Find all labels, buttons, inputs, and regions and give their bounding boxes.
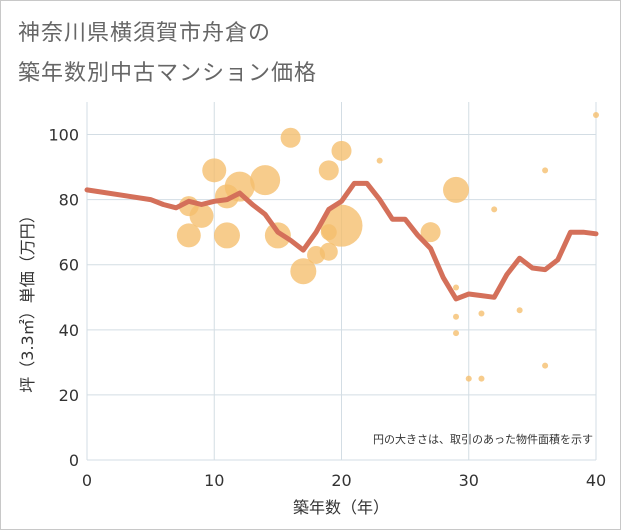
scatter-series: [176, 112, 599, 382]
scatter-point: [453, 284, 460, 291]
scatter-point: [453, 313, 460, 320]
scatter-point: [202, 158, 227, 183]
average-price-line: [84, 180, 599, 302]
x-tick-labels: 0 10 20 30 40: [82, 471, 606, 490]
scatter-point: [320, 204, 363, 247]
y-tick-label: 20: [59, 386, 79, 405]
scatter-point: [478, 375, 485, 382]
scatter-point: [478, 310, 485, 317]
scatter-point: [516, 307, 523, 314]
scatter-point: [491, 206, 498, 213]
grid-lines: [86, 102, 597, 461]
scatter-point: [465, 375, 472, 382]
scatter-point: [318, 160, 339, 181]
size-note: 円の大きさは、取引のあった物件面積を示す: [373, 432, 593, 446]
scatter-point: [290, 258, 317, 285]
scatter-point: [420, 222, 441, 243]
x-tick-label: 30: [459, 471, 479, 490]
scatter-point: [453, 330, 460, 337]
y-tick-label: 40: [59, 321, 79, 340]
scatter-point: [280, 127, 301, 148]
scatter-point: [189, 203, 214, 228]
x-tick-label: 20: [331, 471, 351, 490]
scatter-point: [176, 223, 201, 248]
y-tick-label: 0: [69, 451, 79, 470]
x-tick-label: 10: [204, 471, 224, 490]
y-tick-label: 80: [59, 191, 79, 210]
chart-title-line1: 神奈川県横須賀市舟倉の: [18, 21, 272, 46]
scatter-point: [542, 362, 549, 369]
scatter-point: [376, 157, 383, 164]
y-tick-label: 60: [59, 256, 79, 275]
scatter-point: [250, 165, 281, 196]
scatter-point: [542, 167, 549, 174]
scatter-point: [213, 222, 240, 249]
scatter-point: [593, 112, 599, 119]
y-axis-title: 坪（3.3㎡）単価（万円）: [18, 207, 37, 392]
chart-title-line2: 築年数別中古マンション価格: [18, 61, 318, 86]
x-axis-title: 築年数（年）: [293, 498, 389, 517]
y-tick-labels: 0 20 40 60 80 100: [48, 126, 79, 470]
x-tick-label: 0: [82, 471, 92, 490]
scatter-point: [319, 242, 338, 261]
scatter-point: [331, 140, 352, 161]
scatter-point: [224, 171, 255, 202]
y-tick-label: 100: [48, 126, 79, 145]
scatter-point: [443, 176, 470, 203]
x-tick-label: 40: [586, 471, 606, 490]
scatter-point: [264, 222, 291, 249]
